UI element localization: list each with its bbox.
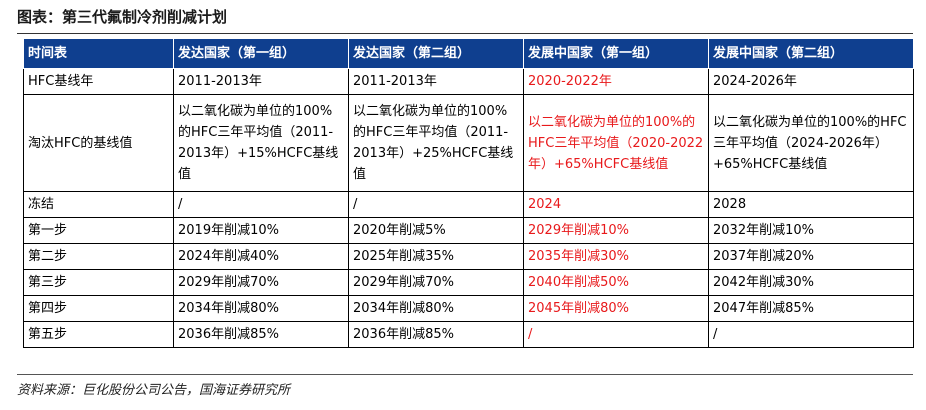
table-cell: 2029年削减70% xyxy=(173,269,349,296)
footer-divider xyxy=(17,374,913,375)
table-cell: / xyxy=(708,321,914,348)
table-row: 第五步 2036年削减85% 2036年削减85% / / xyxy=(23,321,914,348)
table-cell: / xyxy=(523,321,709,348)
table-row: 第一步 2019年削减10% 2020年削减5% 2029年削减10% 2032… xyxy=(23,217,914,244)
table-cell: 2029年削减70% xyxy=(348,269,524,296)
column-header: 发达国家（第二组） xyxy=(348,38,524,69)
table-header-row: 时间表 发达国家（第一组） 发达国家（第二组） 发展中国家（第一组） 发展中国家… xyxy=(23,38,914,69)
row-label: 第三步 xyxy=(23,269,174,296)
table-cell: 2032年削减10% xyxy=(708,217,914,244)
row-label: 第四步 xyxy=(23,295,174,322)
source-note: 资料来源：巨化股份公司公告，国海证券研究所 xyxy=(17,383,291,398)
table-cell: 2035年削减30% xyxy=(523,243,709,270)
table-row: 冻结 / / 2024 2028 xyxy=(23,191,914,218)
table-row: 第二步 2024年削减40% 2025年削减35% 2035年削减30% 203… xyxy=(23,243,914,270)
table-row: HFC基线年 2011-2013年 2011-2013年 2020-2022年 … xyxy=(23,68,914,95)
column-header: 发达国家（第一组） xyxy=(173,38,349,69)
title-divider xyxy=(17,33,913,34)
table-cell: 2025年削减35% xyxy=(348,243,524,270)
column-header: 发展中国家（第二组） xyxy=(708,38,914,69)
table-cell: 2040年削减50% xyxy=(523,269,709,296)
phase-down-schedule-table: 时间表 发达国家（第一组） 发达国家（第二组） 发展中国家（第一组） 发展中国家… xyxy=(23,38,914,348)
table-cell: 2045年削减80% xyxy=(523,295,709,322)
table-row: 淘汰HFC的基线值 以二氧化碳为单位的100%的HFC三年平均值（2011-20… xyxy=(23,94,914,192)
table-cell: 2037年削减20% xyxy=(708,243,914,270)
table-cell: 2036年削减85% xyxy=(348,321,524,348)
table-cell: 2036年削减85% xyxy=(173,321,349,348)
row-label: 冻结 xyxy=(23,191,174,218)
table-cell: 2024-2026年 xyxy=(708,68,914,95)
table-cell: 2029年削减10% xyxy=(523,217,709,244)
table-cell: 以二氧化碳为单位的100%的HFC三年平均值（2011-2013年）+25%HC… xyxy=(348,94,524,192)
row-label: 第一步 xyxy=(23,217,174,244)
table-row: 第三步 2029年削减70% 2029年削减70% 2040年削减50% 204… xyxy=(23,269,914,296)
column-header: 发展中国家（第一组） xyxy=(523,38,709,69)
table-cell: 2019年削减10% xyxy=(173,217,349,244)
table-cell: 以二氧化碳为单位的100%的HFC三年平均值（2024-2026年）+65%HC… xyxy=(708,94,914,192)
table-cell: 2020年削减5% xyxy=(348,217,524,244)
table-cell: / xyxy=(173,191,349,218)
row-label: 第二步 xyxy=(23,243,174,270)
table-cell: 2034年削减80% xyxy=(348,295,524,322)
table-cell: / xyxy=(348,191,524,218)
table-cell: 以二氧化碳为单位的100%的HFC三年平均值（2011-2013年）+15%HC… xyxy=(173,94,349,192)
row-label: HFC基线年 xyxy=(23,68,174,95)
table-cell: 以二氧化碳为单位的100%的HFC三年平均值（2020-2022年）+65%HC… xyxy=(523,94,709,192)
table-cell: 2024年削减40% xyxy=(173,243,349,270)
table-cell: 2034年削减80% xyxy=(173,295,349,322)
column-header: 时间表 xyxy=(23,38,174,69)
table-cell: 2020-2022年 xyxy=(523,68,709,95)
table-cell: 2047年削减85% xyxy=(708,295,914,322)
table-cell: 2024 xyxy=(523,191,709,218)
row-label: 淘汰HFC的基线值 xyxy=(23,94,174,192)
table-cell: 2011-2013年 xyxy=(173,68,349,95)
table-cell: 2042年削减30% xyxy=(708,269,914,296)
table-row: 第四步 2034年削减80% 2034年削减80% 2045年削减80% 204… xyxy=(23,295,914,322)
table-cell: 2011-2013年 xyxy=(348,68,524,95)
figure-title: 图表：第三代氟制冷剂削减计划 xyxy=(17,8,228,26)
table-cell: 2028 xyxy=(708,191,914,218)
row-label: 第五步 xyxy=(23,321,174,348)
